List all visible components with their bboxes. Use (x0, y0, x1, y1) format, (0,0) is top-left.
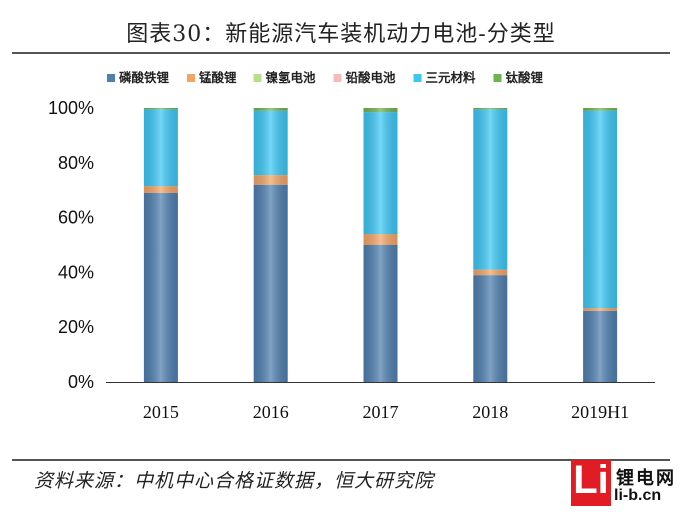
legend-swatch (253, 74, 262, 82)
x-tick-label: 2016 (253, 402, 289, 422)
y-tick-label: 40% (58, 262, 94, 282)
x-tick-label: 2015 (143, 402, 179, 422)
bar-segment-shade (143, 109, 178, 187)
y-tick-label: 60% (58, 208, 94, 228)
y-tick-label: 20% (58, 317, 94, 337)
bar-segment-shade (583, 108, 618, 111)
bar-segment-shade (363, 234, 398, 245)
legend-label: 钛酸锂 (506, 70, 544, 85)
bar-segment-shade (473, 275, 508, 382)
bar-segment-shade (473, 269, 508, 276)
watermark-logo (571, 460, 611, 506)
bar-segment-shade (583, 310, 618, 382)
chart-title: 图表30：新能源汽车装机动力电池-分类型 (126, 22, 556, 47)
bar-segment-shade (253, 175, 288, 185)
bar-segment-shade (583, 110, 618, 309)
bar-segment-shade (143, 192, 178, 382)
y-tick-label: 100% (48, 98, 94, 118)
x-tick-label: 2018 (472, 402, 508, 422)
watermark-name: 锂电网 (616, 468, 676, 489)
chart-legend: 磷酸铁锂 锰酸锂 镍氢电池 铅酸电池 三元材料 钛酸锂 (107, 70, 544, 85)
bar-segment-shade (473, 108, 508, 110)
bar-segment-shade (363, 245, 398, 382)
legend-label: 铅酸电池 (345, 70, 397, 85)
source-divider (12, 459, 670, 461)
y-tick-label: 80% (58, 153, 94, 173)
legend-swatch (107, 74, 115, 82)
y-tick-label: 0% (68, 372, 94, 392)
source-note: 资料来源：中机中心合格证数据，恒大研究院 (34, 470, 435, 492)
legend-swatch (187, 74, 195, 82)
title-divider (12, 52, 670, 54)
bar-segment-shade (363, 112, 398, 235)
watermark-url: li-b.cn (614, 487, 662, 504)
bar-segment-shade (253, 184, 288, 382)
bar-segment-shade (253, 110, 288, 176)
legend-label: 镍氢电池 (266, 70, 317, 85)
bar-segment-shade (473, 109, 508, 270)
bar-segment-shade (363, 108, 398, 113)
watermark-logo-letter: Li (573, 458, 609, 502)
legend-label: 三元材料 (426, 70, 477, 85)
y-axis: 0% 20% 40% 60% 80% 100% (48, 98, 94, 392)
x-axis: 2015 2016 2017 2018 2019H1 (106, 382, 655, 422)
bar-segment-shade (253, 108, 288, 111)
legend-swatch (493, 74, 502, 82)
legend-swatch (333, 74, 342, 82)
bar-plot-area (143, 108, 618, 382)
bar-segment-shade (143, 108, 178, 110)
x-tick-label: 2017 (363, 402, 399, 422)
bar-segment-shade (143, 186, 178, 193)
legend-label: 磷酸铁锂 (119, 70, 170, 85)
bar-segment-shade (583, 308, 618, 311)
x-tick-label: 2019H1 (571, 402, 629, 422)
legend-label: 锰酸锂 (199, 70, 237, 85)
legend-swatch (413, 74, 422, 82)
